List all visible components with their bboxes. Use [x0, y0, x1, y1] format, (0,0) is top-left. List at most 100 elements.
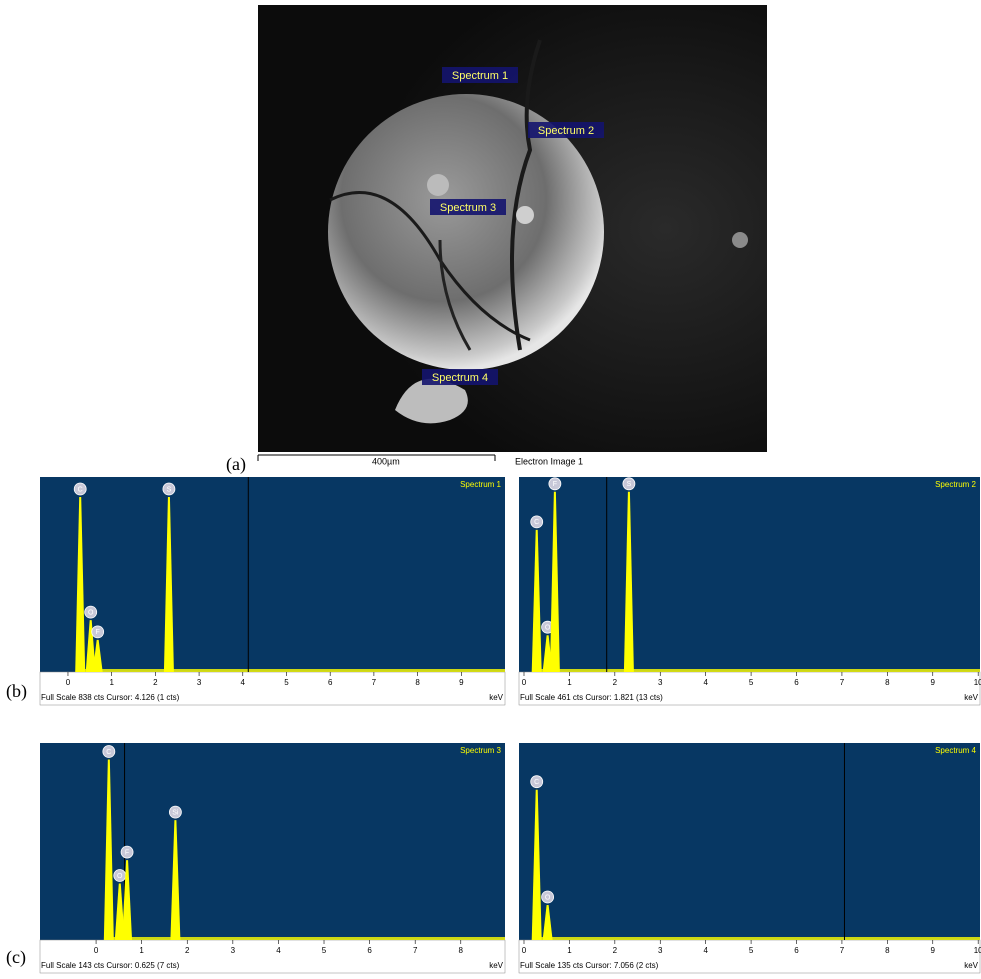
axis-area — [39, 671, 506, 706]
x-unit: keV — [489, 693, 503, 702]
element-marker — [548, 477, 562, 491]
x-unit: keV — [964, 693, 978, 702]
x-tick-label: 7 — [840, 678, 845, 687]
x-tick-label: 8 — [415, 678, 420, 687]
axis-area — [518, 671, 981, 706]
element-marker — [541, 890, 555, 904]
x-tick-label: 1 — [567, 946, 572, 955]
peak — [623, 491, 634, 672]
element-label: F — [553, 481, 557, 488]
x-tick-label: 9 — [931, 946, 936, 955]
x-tick-label: 1 — [139, 946, 144, 955]
noise-baseline — [533, 669, 980, 672]
peak — [163, 497, 174, 672]
label-box — [528, 122, 604, 138]
spectrum-label: Spectrum 1 — [452, 70, 508, 82]
x-tick-label: 8 — [459, 946, 464, 955]
x-tick-label: 6 — [367, 946, 372, 955]
spectrum-title: Spectrum 3 — [460, 746, 501, 755]
element-label: C — [78, 486, 83, 493]
spectrum-title: Spectrum 4 — [935, 746, 976, 755]
x-tick-label: 3 — [658, 946, 663, 955]
peak — [85, 620, 96, 672]
x-tick-label: 7 — [840, 946, 845, 955]
x-unit: keV — [964, 961, 978, 970]
element-label: S — [627, 481, 632, 488]
element-label: O — [545, 625, 551, 632]
plot-area — [519, 477, 980, 672]
x-tick-label: 10 — [974, 946, 981, 955]
element-label: O — [545, 894, 551, 901]
element-label: C — [534, 779, 539, 786]
noise-baseline — [76, 669, 506, 672]
x-tick-label: 1 — [567, 678, 572, 687]
x-tick-label: 7 — [413, 946, 418, 955]
peak — [170, 820, 181, 940]
x-tick-label: 4 — [276, 946, 281, 955]
x-tick-label: 2 — [613, 678, 618, 687]
peak — [549, 491, 560, 672]
x-tick-label: 7 — [372, 678, 377, 687]
element-marker — [120, 845, 134, 859]
noise-baseline — [105, 937, 506, 940]
spectrum-title: Spectrum 2 — [935, 480, 976, 489]
x-tick-label: 3 — [231, 946, 236, 955]
plot-area — [519, 743, 980, 940]
panel-label: (a) — [226, 454, 246, 475]
footer: Full Scale 461 cts Cursor: 1.821 (13 cts… — [520, 693, 663, 702]
element-label: F — [125, 849, 129, 856]
x-tick-label: 5 — [322, 946, 327, 955]
footer: Full Scale 143 cts Cursor: 0.625 (7 cts) — [41, 961, 180, 970]
element-marker — [91, 625, 105, 639]
element-marker — [73, 482, 87, 496]
element-label: S — [167, 486, 172, 493]
spectrum-title: Spectrum 1 — [460, 480, 501, 489]
element-label: O — [88, 609, 94, 616]
peak — [531, 529, 542, 672]
element-label: C — [106, 749, 111, 756]
element-label: C — [534, 519, 539, 526]
peak — [75, 497, 86, 672]
peak — [122, 860, 133, 940]
x-tick-label: 6 — [794, 678, 799, 687]
footer: Full Scale 135 cts Cursor: 7.056 (2 cts) — [520, 961, 659, 970]
x-tick-label: 2 — [613, 946, 618, 955]
peak — [531, 789, 542, 940]
element-marker — [530, 775, 544, 789]
peak — [114, 883, 125, 940]
element-label: F — [96, 629, 100, 636]
x-tick-label: 2 — [185, 946, 190, 955]
element-marker — [102, 745, 116, 758]
x-tick-label: 6 — [794, 946, 799, 955]
x-tick-label: 0 — [522, 678, 527, 687]
noise-baseline — [533, 937, 980, 940]
x-tick-label: 5 — [749, 678, 754, 687]
spectrum-label: Spectrum 3 — [440, 202, 496, 214]
x-tick-label: 1 — [109, 678, 114, 687]
footer: Full Scale 838 cts Cursor: 4.126 (1 cts) — [41, 693, 180, 702]
spectrum-label: Spectrum 4 — [432, 372, 488, 384]
element-marker — [84, 605, 98, 619]
x-tick-label: 0 — [522, 946, 527, 955]
x-tick-label: 4 — [703, 946, 708, 955]
element-label: Si — [172, 809, 179, 816]
axis-area — [39, 939, 506, 974]
x-tick-label: 9 — [459, 678, 464, 687]
scale-bar-label: 400µm — [372, 456, 400, 466]
x-tick-label: 8 — [885, 946, 890, 955]
x-tick-label: 5 — [284, 678, 289, 687]
x-tick-label: 3 — [197, 678, 202, 687]
label-box — [430, 199, 506, 215]
x-tick-label: 4 — [241, 678, 246, 687]
x-unit: keV — [489, 961, 503, 970]
peak — [103, 759, 114, 940]
spectrum-label: Spectrum 2 — [538, 125, 594, 137]
element-marker — [622, 477, 636, 491]
element-marker — [530, 515, 544, 529]
plot-area — [40, 477, 505, 672]
element-marker — [162, 482, 176, 496]
image-caption: Electron Image 1 — [515, 456, 583, 466]
element-marker — [168, 805, 182, 819]
panel-label: (c) — [6, 947, 26, 968]
